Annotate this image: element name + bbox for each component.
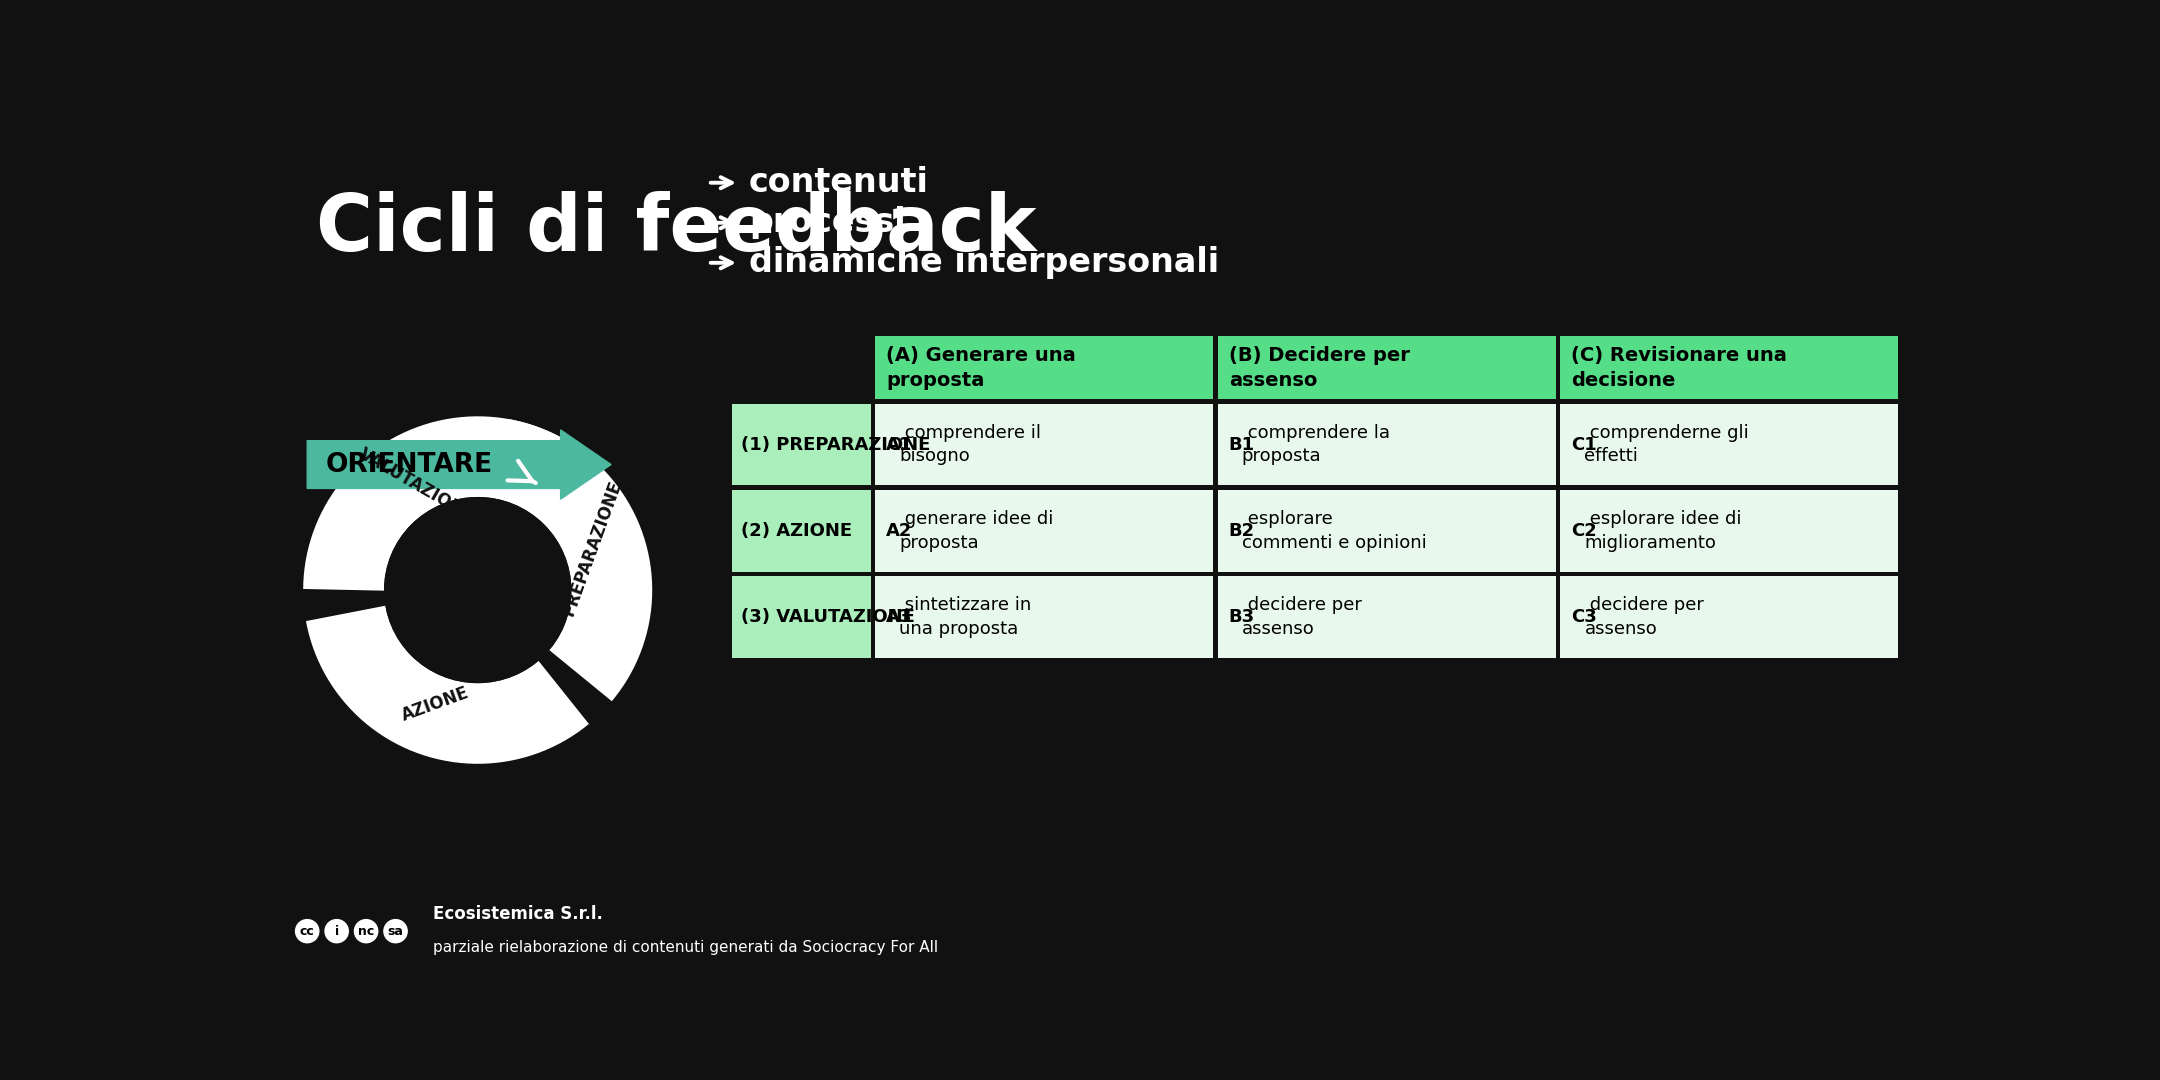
Text: A1: A1 (886, 435, 912, 454)
Text: decidere per
assenso: decidere per assenso (1242, 596, 1361, 638)
Text: comprendere il
bisogno: comprendere il bisogno (899, 423, 1041, 465)
Text: A3: A3 (886, 608, 912, 626)
Text: (3) VALUTAZIONE: (3) VALUTAZIONE (741, 608, 916, 626)
FancyBboxPatch shape (1218, 336, 1555, 400)
Text: PREPARAZIONE: PREPARAZIONE (559, 478, 626, 619)
FancyBboxPatch shape (875, 336, 1214, 400)
FancyBboxPatch shape (1560, 336, 1899, 400)
FancyBboxPatch shape (1560, 490, 1899, 571)
FancyBboxPatch shape (875, 490, 1214, 571)
Text: i: i (335, 924, 339, 937)
FancyBboxPatch shape (1218, 577, 1555, 658)
Text: B3: B3 (1229, 608, 1255, 626)
FancyBboxPatch shape (1218, 490, 1555, 571)
FancyBboxPatch shape (875, 577, 1214, 658)
Text: esplorare
commenti e opinioni: esplorare commenti e opinioni (1242, 510, 1426, 552)
Text: sintetizzare in
una proposta: sintetizzare in una proposta (899, 596, 1032, 638)
Text: esplorare idee di
miglioramento: esplorare idee di miglioramento (1585, 510, 1741, 552)
FancyBboxPatch shape (732, 404, 870, 485)
Text: dinamiche interpersonali: dinamiche interpersonali (750, 246, 1218, 280)
Text: Ecosistemica S.r.l.: Ecosistemica S.r.l. (432, 905, 603, 922)
Circle shape (384, 920, 408, 943)
Text: processi: processi (750, 206, 905, 240)
Text: A2: A2 (886, 522, 912, 540)
Text: C1: C1 (1570, 435, 1596, 454)
Text: B1: B1 (1229, 435, 1255, 454)
Circle shape (354, 920, 378, 943)
FancyBboxPatch shape (875, 404, 1214, 485)
FancyBboxPatch shape (732, 577, 870, 658)
Text: (2) AZIONE: (2) AZIONE (741, 522, 853, 540)
Circle shape (296, 920, 320, 943)
Circle shape (324, 920, 348, 943)
Text: sa: sa (387, 924, 404, 937)
Text: contenuti: contenuti (750, 166, 929, 199)
Text: Cicli di feedback: Cicli di feedback (318, 191, 1037, 267)
Text: parziale rielaborazione di contenuti generati da Sociocracy For All: parziale rielaborazione di contenuti gen… (432, 940, 937, 955)
Text: cc: cc (300, 924, 315, 937)
FancyBboxPatch shape (1218, 404, 1555, 485)
Text: C3: C3 (1570, 608, 1596, 626)
Circle shape (384, 498, 570, 683)
Text: (1) PREPARAZIONE: (1) PREPARAZIONE (741, 435, 931, 454)
Text: C2: C2 (1570, 522, 1596, 540)
Text: AZIONE: AZIONE (400, 684, 473, 725)
Text: VALUTAZIONE: VALUTAZIONE (356, 445, 477, 525)
Text: generare idee di
proposta: generare idee di proposta (899, 510, 1054, 552)
FancyBboxPatch shape (1560, 577, 1899, 658)
Text: ORIENTARE: ORIENTARE (326, 451, 492, 477)
Text: comprenderne gli
effetti: comprenderne gli effetti (1585, 423, 1750, 465)
Text: (A) Generare una
proposta: (A) Generare una proposta (886, 346, 1076, 390)
FancyArrow shape (307, 430, 611, 499)
Circle shape (384, 498, 570, 683)
Text: (B) Decidere per
assenso: (B) Decidere per assenso (1229, 346, 1410, 390)
FancyBboxPatch shape (1560, 404, 1899, 485)
Text: decidere per
assenso: decidere per assenso (1585, 596, 1704, 638)
Text: B2: B2 (1229, 522, 1255, 540)
FancyBboxPatch shape (732, 490, 870, 571)
Text: nc: nc (359, 924, 374, 937)
Text: comprendere la
proposta: comprendere la proposta (1242, 423, 1389, 465)
Text: (C) Revisionare una
decisione: (C) Revisionare una decisione (1570, 346, 1786, 390)
